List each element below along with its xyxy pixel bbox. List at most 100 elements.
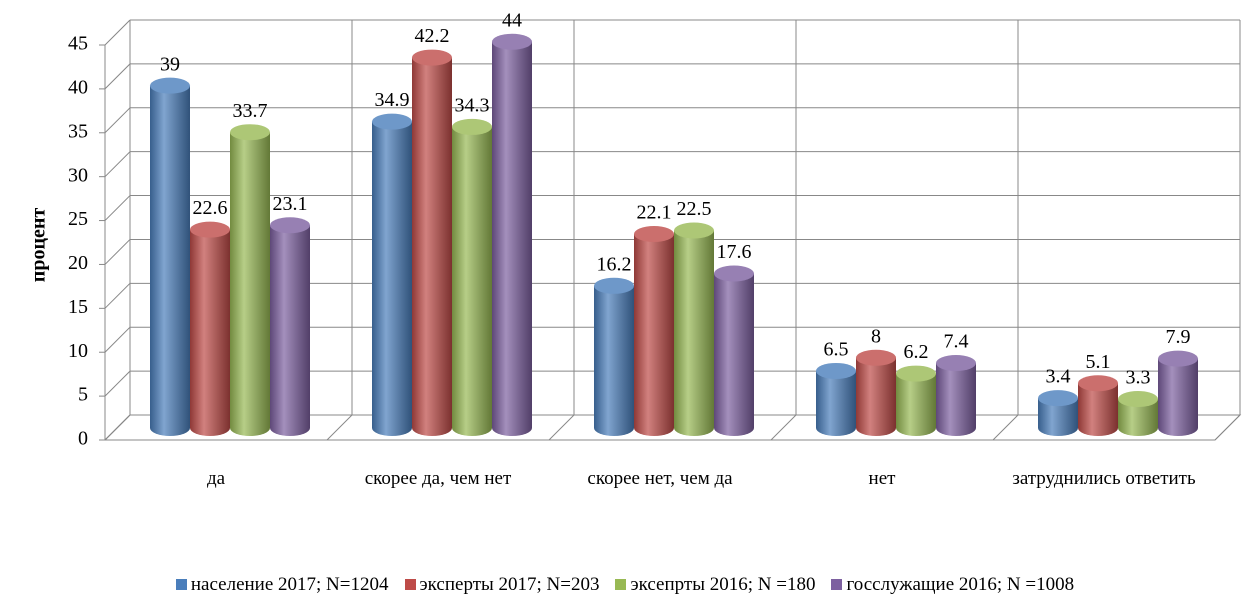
value-label: 6.2 bbox=[904, 341, 929, 363]
bar-top bbox=[856, 349, 896, 366]
grid-line-side bbox=[104, 195, 131, 221]
grid-line-side bbox=[104, 19, 131, 46]
bar bbox=[816, 370, 856, 428]
bar-top bbox=[230, 124, 270, 141]
value-label: 42.2 bbox=[415, 25, 450, 47]
x-tick-label: нет bbox=[868, 468, 896, 489]
value-label: 3.4 bbox=[1046, 366, 1071, 388]
floor-divider bbox=[326, 414, 353, 441]
bar bbox=[230, 132, 270, 428]
bar-top bbox=[190, 221, 230, 238]
floor-divider bbox=[992, 414, 1019, 441]
y-tick-label: 5 bbox=[78, 384, 88, 406]
legend-item: эксепрты 2016; N =180 bbox=[615, 574, 815, 596]
grid-line-side bbox=[104, 63, 131, 90]
bar-top bbox=[372, 113, 412, 130]
bar-top bbox=[270, 217, 310, 234]
bar bbox=[492, 41, 532, 429]
bar-top bbox=[896, 365, 936, 382]
bar-top bbox=[936, 355, 976, 372]
grid-line-side bbox=[104, 282, 131, 309]
y-tick-label: 45 bbox=[68, 33, 88, 55]
value-label: 23.1 bbox=[273, 193, 308, 215]
legend-swatch bbox=[831, 579, 843, 590]
bar bbox=[936, 363, 976, 428]
legend-item: госслужащие 2016; N =1008 bbox=[831, 574, 1074, 596]
bar-top bbox=[492, 33, 532, 50]
bar bbox=[372, 121, 412, 429]
bar-top bbox=[634, 226, 674, 243]
value-label: 33.7 bbox=[233, 100, 268, 122]
legend-item: население 2017; N=1204 bbox=[175, 574, 389, 596]
bar bbox=[190, 229, 230, 428]
x-tick-label: да bbox=[206, 468, 226, 489]
y-tick-label: 15 bbox=[68, 296, 88, 318]
x-tick-label: скорее нет, чем да bbox=[587, 468, 733, 489]
legend-label: население 2017; N=1204 bbox=[190, 574, 389, 595]
bar-top bbox=[1038, 390, 1078, 407]
value-label: 44 bbox=[502, 9, 522, 31]
bar-top bbox=[816, 362, 856, 379]
value-label: 5.1 bbox=[1086, 351, 1111, 373]
bar-top bbox=[1118, 391, 1158, 408]
bar-top bbox=[1078, 375, 1118, 392]
value-label: 17.6 bbox=[717, 241, 752, 263]
legend-swatch bbox=[175, 579, 187, 590]
grid-line-side bbox=[104, 151, 131, 178]
value-label: 34.9 bbox=[375, 89, 410, 111]
grid-line-side bbox=[104, 370, 131, 397]
bar-top bbox=[674, 222, 714, 239]
bar bbox=[714, 273, 754, 428]
bar-top bbox=[714, 265, 754, 282]
value-label: 34.3 bbox=[455, 95, 490, 117]
y-tick-label: 40 bbox=[68, 76, 88, 98]
value-label: 22.6 bbox=[193, 197, 228, 219]
bar bbox=[412, 57, 452, 428]
bar bbox=[634, 234, 674, 428]
bar bbox=[674, 230, 714, 428]
value-label: 8 bbox=[871, 325, 881, 347]
bar bbox=[150, 85, 190, 429]
bar bbox=[452, 126, 492, 428]
legend-label: эксепрты 2016; N =180 bbox=[630, 574, 816, 595]
legend-swatch bbox=[404, 579, 416, 590]
grid-line-side bbox=[104, 326, 131, 353]
grid-line-side bbox=[104, 414, 131, 441]
bar-top bbox=[150, 77, 190, 94]
y-tick-label: 35 bbox=[68, 120, 88, 142]
value-label: 22.1 bbox=[637, 202, 672, 224]
value-label: 16.2 bbox=[597, 253, 632, 275]
x-tick-label: затруднились ответить bbox=[1012, 468, 1196, 489]
floor-divider bbox=[770, 414, 797, 441]
y-tick-label: 10 bbox=[68, 340, 88, 362]
bar bbox=[896, 373, 936, 428]
y-tick-label: 0 bbox=[78, 428, 88, 450]
floor-divider bbox=[1214, 414, 1241, 441]
value-label: 6.5 bbox=[824, 339, 849, 361]
x-tick-label: скорее да, чем нет bbox=[364, 468, 512, 489]
bar-top bbox=[594, 277, 634, 294]
value-label: 7.4 bbox=[944, 331, 969, 353]
legend-label: госслужащие 2016; N =1008 bbox=[846, 574, 1075, 595]
grid-line-side bbox=[104, 107, 131, 134]
y-tick-label: 25 bbox=[68, 208, 88, 230]
grid-line-side bbox=[104, 239, 131, 265]
bar bbox=[856, 357, 896, 428]
y-tick-label: 30 bbox=[68, 164, 88, 186]
bar bbox=[1158, 358, 1198, 428]
bar bbox=[594, 285, 634, 428]
bar-top bbox=[412, 49, 452, 66]
floor-divider bbox=[548, 414, 575, 441]
value-label: 39 bbox=[160, 53, 180, 75]
bar-top bbox=[452, 118, 492, 135]
legend-item: эксперты 2017; N=203 bbox=[404, 574, 599, 596]
value-label: 7.9 bbox=[1166, 326, 1191, 348]
bar-top bbox=[1158, 350, 1198, 367]
legend: население 2017; N=1204 эксперты 2017; N=2… bbox=[0, 574, 1250, 596]
bar bbox=[270, 225, 310, 428]
value-label: 22.5 bbox=[677, 198, 712, 220]
y-axis-label: процент bbox=[28, 208, 50, 283]
legend-swatch bbox=[615, 579, 627, 590]
